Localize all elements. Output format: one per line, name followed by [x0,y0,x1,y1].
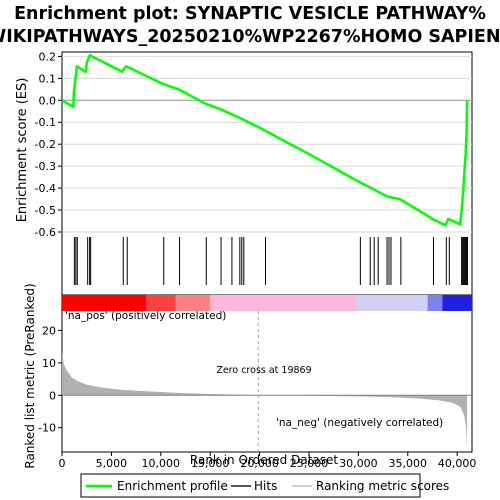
es-y-tick-label: -0.3 [35,160,56,173]
es-y-tick-label: -0.2 [35,138,56,151]
color-bar-segment [427,295,443,311]
legend-label-enrichment: Enrichment profile [117,479,228,493]
x-ticks: 0 5,000 10,000 15,000 20,000 25,000 30,000 35,0… [59,452,477,470]
zero-cross-label: Zero cross at 19869 [216,365,311,376]
es-y-tick-label: -0.1 [35,116,56,129]
metric-y-ticks: 20 10 0 -10 [38,324,62,435]
metric-y-tick-label: 10 [42,357,56,370]
metric-y-axis-label: Ranked list metric (PreRanked) [23,283,37,468]
color-bar [62,295,472,311]
x-tick-label: 10,000 [142,457,181,470]
legend: Enrichment profile Hits Ranking metric s… [80,473,449,498]
es-grid [62,55,472,233]
es-y-tick-label: -0.4 [35,182,56,195]
es-line-layer [61,54,469,227]
x-tick-label: 40,000 [438,457,477,470]
na-neg-label: 'na_neg' (negatively correlated) [276,417,443,429]
x-tick-label: 5,000 [96,457,128,470]
es-y-tick-label: -0.6 [35,226,56,239]
chart-title-line2: WIKIPATHWAYS_20250210%WP2267%HOMO SAPIEN… [0,27,500,47]
x-tick-label: 20,000 [240,457,279,470]
metric-area-layer [62,311,472,452]
legend-label-ranking: Ranking metric scores [316,479,449,493]
color-bar-segment [62,295,146,311]
es-panel-frame [61,51,473,296]
es-y-ticks: 0.2 0.1 0.0 -0.1 -0.2 -0.3 -0.4 -0.5 -0.6 [35,50,62,239]
x-tick-label: 25,000 [290,457,329,470]
color-bar-segment [356,295,428,311]
color-bar-segment [145,295,176,311]
hits-layer [73,237,469,285]
x-axis-label: Rank in Ordered Dataset [190,453,338,467]
na-pos-label: 'na_pos' (positively correlated) [65,310,226,322]
x-tick-label: 30,000 [339,457,378,470]
es-y-tick-label: -0.5 [35,204,56,217]
color-bar-segment [175,295,211,311]
es-y-axis-label: Enrichment score (ES) [15,78,30,223]
chart-title-line1: Enrichment plot: SYNAPTIC VESICLE PATHWA… [14,4,486,24]
es-y-tick-label: 0.1 [39,72,57,85]
legend-label-hits: Hits [254,479,277,493]
color-bar-segment [210,295,357,311]
metric-y-tick-label: 20 [42,324,56,337]
x-tick-label: 35,000 [389,457,428,470]
metric-panel-frame [61,294,473,453]
color-bar-segment [442,295,472,311]
enrichment-profile-line [61,54,469,227]
x-tick-label: 15,000 [191,457,230,470]
es-y-tick-label: 0.2 [39,50,57,63]
metric-y-tick-label: -10 [38,422,56,435]
x-tick-label: 0 [59,457,66,470]
es-y-tick-label: 0.0 [39,94,57,107]
metric-y-tick-label: 0 [49,389,56,402]
